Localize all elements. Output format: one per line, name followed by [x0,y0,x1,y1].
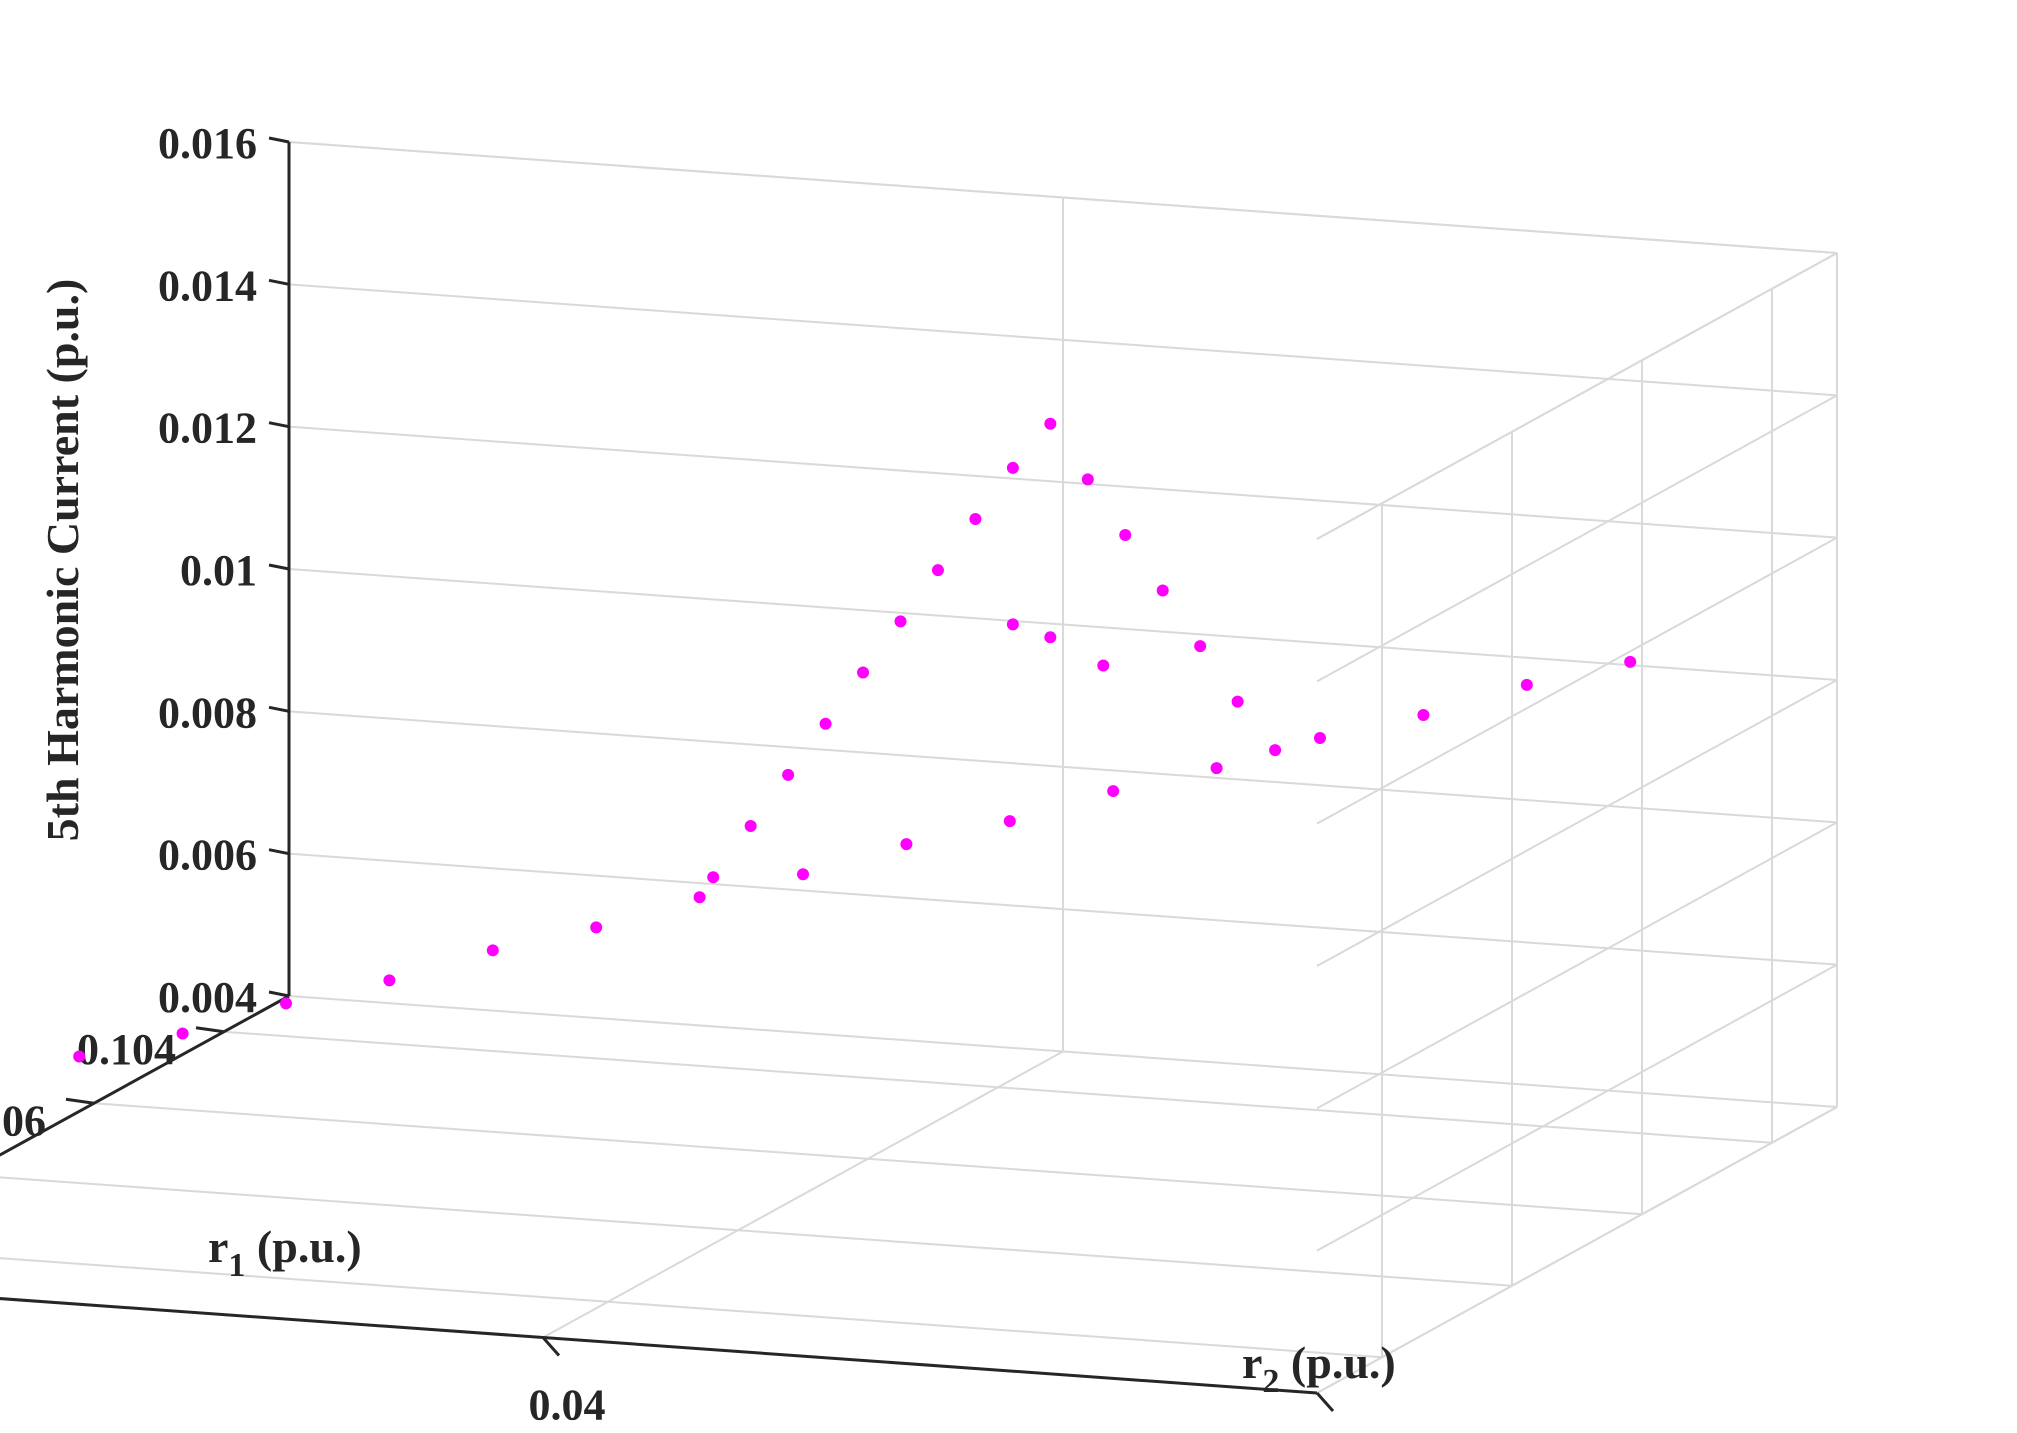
data-point [1107,785,1120,798]
z-tick-label: 0.01 [180,546,257,595]
y-tick-label: 0.106 [0,1096,46,1145]
z-tick-label: 0.006 [158,831,257,880]
data-point [1269,744,1282,757]
grid-line-y-floor [93,1102,1643,1216]
data-point [280,997,292,1010]
data-point [1624,655,1637,668]
y-axis-label-var: r [208,1221,228,1272]
grid-line-z-side [1316,536,1838,825]
data-point [73,1050,86,1063]
y-axis-line [0,994,290,1157]
z-tick-label: 0.004 [158,973,257,1022]
z-tick-mark [268,278,290,286]
data-point [857,666,870,679]
grid-line-z-side [1316,963,1838,1252]
data-point [819,717,832,730]
y-axis-label-sub: 1 [228,1247,245,1284]
z-tick-label: 0.008 [158,688,257,737]
data-point [176,1027,189,1040]
data-point [590,921,603,934]
z-tick-mark [268,705,290,713]
data-point [1417,709,1430,721]
x-axis-label-var: r [1242,1337,1262,1388]
data-points [73,417,1637,1063]
z-tick-label: 0.016 [158,119,257,168]
grid-line-y-floor [0,1257,1383,1359]
x-axis-label-sub: 2 [1262,1363,1279,1400]
data-point [782,768,795,781]
x-axis-label-unit: (p.u.) [1279,1337,1395,1388]
data-point [1314,731,1326,744]
data-point [1006,618,1019,631]
data-point [1231,695,1244,708]
data-point [1097,659,1110,672]
y-tick-mark [65,1097,95,1105]
z-tick-label: 0.014 [158,261,257,310]
data-point [900,838,913,851]
data-point [1194,640,1207,653]
data-point [486,944,499,957]
data-point [931,564,944,577]
data-point [1006,461,1019,474]
y-tick-mark [195,1026,225,1034]
y-axis-label: r1 (p.u.) [208,1221,362,1284]
data-point [1119,528,1132,541]
grid-line-z-side [1316,679,1838,967]
grid-line-x-floor [1316,1106,1838,1394]
x-tick-label: 0.04 [529,1381,606,1430]
grid-line-y-floor [0,1176,1513,1287]
y-axis-label-unit: (p.u.) [245,1221,361,1272]
data-point [969,513,982,526]
grid-line-z-side [1316,821,1838,1110]
data-point [894,615,907,628]
x-tick-mark [541,1336,561,1357]
y-tick-label: 0.104 [77,1025,176,1074]
z-axis-label: 5th Harmonic Current (p.u.) [37,279,88,842]
data-point [707,871,720,884]
data-point [797,868,809,881]
data-point [744,820,757,833]
z-tick-mark [268,990,290,998]
axes [0,136,1335,1412]
grid-line-x-floor [542,1050,1064,1339]
box-edge-top-back [288,141,1838,254]
z-tick-mark [268,563,290,571]
data-point [1156,584,1169,597]
data-point [1044,631,1057,644]
data-point [383,974,396,987]
z-tick-mark [268,421,290,429]
z-tick-mark [268,848,290,856]
data-point [1003,815,1016,828]
data-point [1081,473,1094,486]
z-tick-mark [268,136,290,144]
data-point [693,891,706,904]
x-axis-label: r2 (p.u.) [1242,1337,1396,1400]
data-point [1520,678,1533,691]
box-edge-top-side [1316,252,1838,540]
grid-line-z-side [1316,394,1838,683]
grid-line-y-floor [223,1030,1773,1144]
data-point [1044,417,1057,430]
grid-lines [0,141,1838,1394]
z-tick-label: 0.012 [158,404,257,453]
x-tick-mark [1315,1392,1335,1412]
tick-labels: 0.004 0.006 0.008 0.01 0.012 0.014 0.016 0.104 0… [0,119,606,1430]
data-point [1210,762,1223,775]
